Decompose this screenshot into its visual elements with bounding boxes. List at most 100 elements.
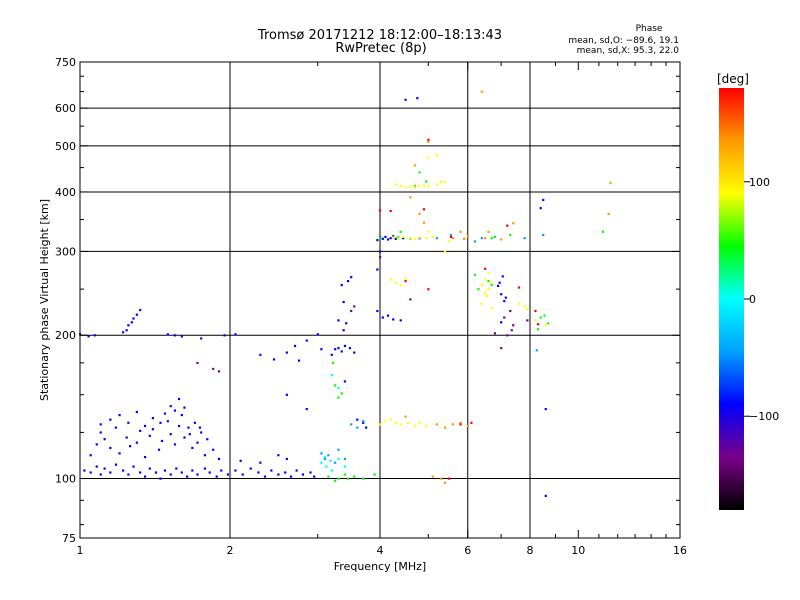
data-point xyxy=(188,433,191,436)
data-point xyxy=(406,421,410,424)
data-point xyxy=(350,276,353,279)
data-point xyxy=(127,421,130,424)
data-point xyxy=(500,293,503,296)
data-point xyxy=(200,337,203,340)
data-point xyxy=(122,469,125,472)
data-point xyxy=(83,469,86,472)
data-point xyxy=(109,471,112,474)
y-tick-labels: 75 100 200 300 400 500 600 750 xyxy=(55,56,76,545)
data-point xyxy=(373,473,376,476)
data-point xyxy=(356,426,359,429)
data-point xyxy=(449,233,453,237)
data-point xyxy=(329,459,332,462)
data-point xyxy=(389,278,392,281)
data-point xyxy=(466,424,469,428)
data-point xyxy=(206,438,209,441)
data-point xyxy=(342,300,345,304)
data-point xyxy=(159,477,162,480)
data-point xyxy=(435,183,438,186)
data-point xyxy=(234,333,237,336)
data-point xyxy=(379,237,382,240)
data-point xyxy=(330,353,333,356)
colorbar-tick-label: −100 xyxy=(749,410,779,423)
data-point xyxy=(384,235,387,238)
data-point xyxy=(353,351,356,354)
data-point xyxy=(346,477,350,480)
data-point xyxy=(272,358,276,361)
data-point xyxy=(125,329,128,332)
x-tick-label: 4 xyxy=(377,544,384,557)
data-point xyxy=(330,374,333,377)
x-tick-labels: 1 2 4 6 8 10 16 xyxy=(77,544,688,557)
data-point xyxy=(316,333,319,336)
data-point xyxy=(539,316,542,319)
data-point xyxy=(443,180,447,184)
data-point xyxy=(362,421,365,424)
data-point xyxy=(427,288,430,291)
y-tick-label: 400 xyxy=(55,186,76,199)
data-point xyxy=(135,313,138,316)
data-point xyxy=(379,250,382,253)
y-tick-label: 500 xyxy=(55,140,76,153)
data-point xyxy=(402,235,405,238)
data-point xyxy=(334,384,337,387)
data-point xyxy=(544,407,547,411)
chart-subtitle: RwPretec (8p) xyxy=(335,41,426,56)
data-point xyxy=(183,436,186,439)
y-tick-label: 75 xyxy=(62,532,76,545)
data-point xyxy=(409,196,412,199)
data-point xyxy=(173,409,177,412)
data-point xyxy=(340,284,343,287)
data-point xyxy=(535,349,538,352)
data-point xyxy=(409,298,412,301)
data-point xyxy=(389,237,392,240)
y-axis-label: Stationary phase Virtual Height [km] xyxy=(38,199,51,401)
data-point xyxy=(198,426,202,429)
data-point xyxy=(404,185,407,189)
data-point xyxy=(534,319,537,322)
data-point xyxy=(297,359,301,362)
data-point xyxy=(132,465,135,468)
data-point xyxy=(337,477,340,480)
data-point xyxy=(337,319,340,322)
data-point xyxy=(459,423,462,426)
data-point xyxy=(217,457,221,461)
data-point xyxy=(544,324,547,327)
data-point xyxy=(418,236,421,239)
data-point xyxy=(277,473,280,476)
data-point xyxy=(451,423,455,426)
data-point xyxy=(327,454,330,457)
data-point xyxy=(379,256,382,259)
phase-x-stats: mean, sd,X: 95.3, 22.0 xyxy=(577,46,680,56)
data-point xyxy=(431,235,434,238)
data-point xyxy=(500,321,503,324)
data-point xyxy=(397,235,400,238)
data-point xyxy=(109,446,112,450)
data-point xyxy=(500,347,503,350)
data-point xyxy=(356,418,359,421)
data-point xyxy=(180,471,183,474)
y-tick-label: 200 xyxy=(55,329,76,342)
data-point xyxy=(284,471,287,474)
x-tick-label: 16 xyxy=(673,544,687,557)
data-point xyxy=(365,426,368,429)
data-point xyxy=(327,475,330,478)
data-point xyxy=(427,185,430,188)
data-point xyxy=(379,209,382,212)
data-point xyxy=(376,309,379,313)
data-point xyxy=(503,316,506,319)
data-point xyxy=(512,324,515,327)
data-point xyxy=(129,445,132,448)
data-point xyxy=(510,329,513,332)
data-point xyxy=(234,469,237,472)
data-point xyxy=(427,140,430,143)
data-point xyxy=(340,392,343,395)
data-point xyxy=(95,465,98,468)
data-point xyxy=(343,344,347,348)
data-point xyxy=(487,280,490,283)
data-point xyxy=(332,361,335,365)
data-point xyxy=(601,230,605,233)
data-point xyxy=(607,212,610,215)
data-point xyxy=(148,467,151,470)
data-point xyxy=(139,471,142,474)
